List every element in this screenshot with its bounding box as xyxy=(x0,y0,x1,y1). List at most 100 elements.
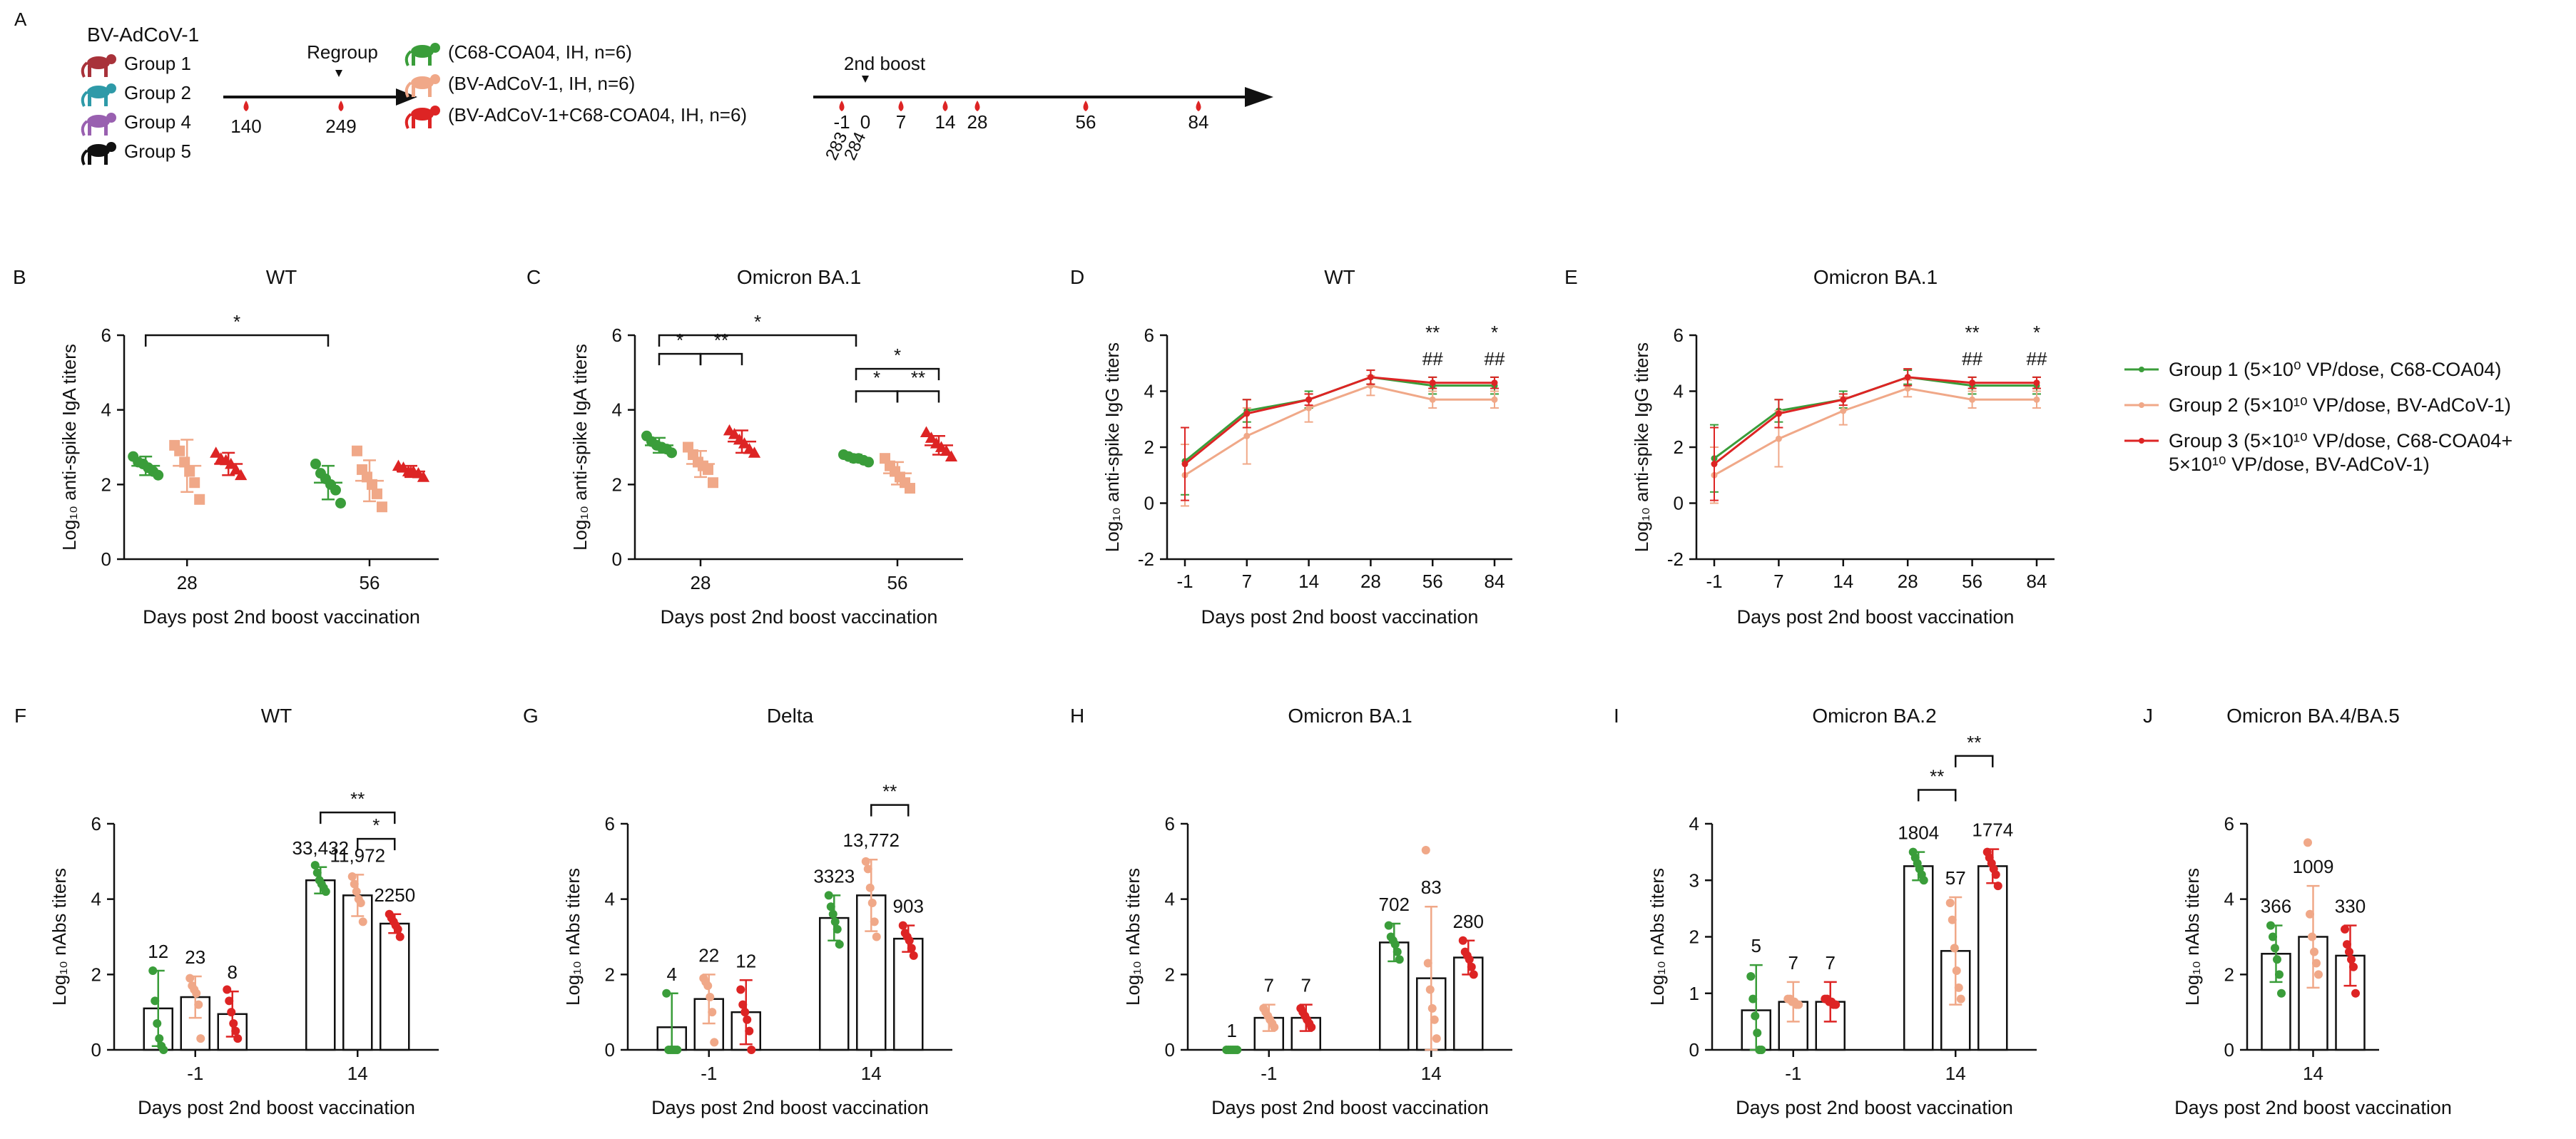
series-line xyxy=(1714,387,2037,476)
chart-i: I Omicron BA.2 0 1 2 3 4 Log₁₀ nAbs titers Days … xyxy=(1614,705,2037,1118)
panel-letter: B xyxy=(13,266,26,288)
monkey-tail xyxy=(81,91,88,107)
legend-label: 5×10¹⁰ VP/dose, BV-AdCoV-1) xyxy=(2169,454,2430,475)
y-tick-label: 6 xyxy=(1165,813,1175,834)
data-point xyxy=(1467,962,1476,971)
data-point xyxy=(940,444,953,456)
monkey-leg xyxy=(88,124,91,136)
data-point xyxy=(2306,909,2314,919)
monkey-leg xyxy=(428,86,432,97)
monkey-icon xyxy=(404,106,440,129)
data-point xyxy=(2310,947,2318,956)
timeline-day: 0 xyxy=(860,111,870,133)
data-point xyxy=(1181,461,1188,468)
timeline-day: 7 xyxy=(896,111,906,133)
data-point xyxy=(174,445,185,456)
data-point xyxy=(148,966,158,976)
data-point xyxy=(1491,379,1498,387)
data-point xyxy=(740,1008,750,1017)
x-axis-label: Days post 2nd boost vaccination xyxy=(1736,1097,2013,1118)
data-point xyxy=(1469,970,1478,979)
data-point xyxy=(2312,959,2321,968)
data-point xyxy=(1831,1000,1841,1009)
regroup-label: (BV-AdCoV-1, IH, n=6) xyxy=(448,73,635,94)
monkey-icon xyxy=(404,43,440,66)
titer-label: 1774 xyxy=(1972,819,2013,841)
data-point xyxy=(1421,845,1430,854)
data-point xyxy=(1840,407,1847,414)
monkey-head xyxy=(430,43,440,53)
titer-label: 1804 xyxy=(1898,822,1939,844)
data-point xyxy=(909,951,918,960)
data-point xyxy=(371,488,382,499)
data-point xyxy=(1993,882,2002,891)
data-point xyxy=(2266,921,2275,930)
y-tick-label: 0 xyxy=(1674,493,1684,514)
data-point xyxy=(703,981,713,991)
significance-bracket xyxy=(658,334,857,347)
titer-label: 12 xyxy=(148,941,168,962)
monkey-tail xyxy=(81,61,88,78)
panel-letter: F xyxy=(14,705,26,727)
y-axis-label: Log₁₀ anti-spike IgA titers xyxy=(58,344,80,551)
data-point xyxy=(830,917,840,926)
y-tick-label: -2 xyxy=(1667,548,1684,570)
y-tick-label: 2 xyxy=(2224,964,2234,985)
data-point xyxy=(1393,947,1402,956)
panel-a: A BV-AdCoV-1 Group 1 Group 2 Group 4 Group 5 R… xyxy=(14,9,1273,165)
significance-bracket xyxy=(1918,789,1957,802)
data-point xyxy=(1991,870,2000,879)
titer-label: 12 xyxy=(735,950,756,971)
legend-label: Group 1 (5×10⁰ VP/dose, C68-COA04) xyxy=(2169,359,2501,380)
chart-f: F WT 0 2 4 6 Log₁₀ nAbs titers Days post 2nd bo… xyxy=(14,705,439,1118)
data-point xyxy=(1919,876,1928,885)
group-label: Group 5 xyxy=(124,141,191,162)
x-tick-label: 56 xyxy=(360,572,380,593)
data-point xyxy=(2033,379,2040,387)
data-point xyxy=(1751,1011,1760,1021)
y-tick-label: 6 xyxy=(91,813,101,834)
y-tick-label: 2 xyxy=(605,964,615,985)
significance-label: ## xyxy=(1422,348,1443,369)
titer-label: 7 xyxy=(1788,952,1798,974)
panel-letter: I xyxy=(1614,705,1619,727)
data-point xyxy=(1425,985,1435,994)
data-point xyxy=(1956,994,1965,1003)
data-point xyxy=(2271,944,2279,953)
regroup-marker xyxy=(335,70,342,77)
x-axis-label: Days post 2nd boost vaccination xyxy=(651,1097,929,1118)
data-point xyxy=(673,1046,682,1054)
x-tick-label: 84 xyxy=(1485,571,1505,592)
titer-label: 280 xyxy=(1453,911,1484,932)
data-point xyxy=(1840,396,1847,403)
y-tick-label: 6 xyxy=(612,325,622,346)
data-point xyxy=(2343,940,2351,949)
titer-label: 903 xyxy=(893,896,924,917)
y-tick-label: 0 xyxy=(1689,1039,1699,1061)
monkey-head xyxy=(106,142,116,152)
significance-bracket xyxy=(357,837,396,851)
chart-c: C Omicron BA.1 0 2 4 6 Log₁₀ anti-spike IgA ti… xyxy=(526,266,963,628)
data-point xyxy=(1367,374,1374,381)
monkey-head xyxy=(430,106,440,116)
data-point xyxy=(2308,932,2316,941)
data-point xyxy=(1243,432,1251,439)
data-point xyxy=(870,917,879,926)
data-point xyxy=(905,936,914,945)
x-tick-label: 28 xyxy=(177,572,198,593)
monkey-leg xyxy=(88,66,91,77)
y-tick-label: 0 xyxy=(605,1039,615,1061)
significance-label: ** xyxy=(911,367,925,389)
regroup-label: Regroup xyxy=(307,41,378,63)
significance-bracket xyxy=(896,390,940,403)
x-axis-label: Days post 2nd boost vaccination xyxy=(138,1097,415,1118)
x-tick-label: 14 xyxy=(861,1063,882,1084)
x-tick-label: 14 xyxy=(1421,1063,1442,1084)
data-point xyxy=(185,974,195,983)
y-tick-label: 0 xyxy=(612,548,622,570)
significance-label: ** xyxy=(882,781,897,802)
data-point xyxy=(2033,396,2040,403)
data-point xyxy=(227,1008,236,1017)
data-point xyxy=(393,924,402,934)
monkey-icon xyxy=(81,83,116,107)
